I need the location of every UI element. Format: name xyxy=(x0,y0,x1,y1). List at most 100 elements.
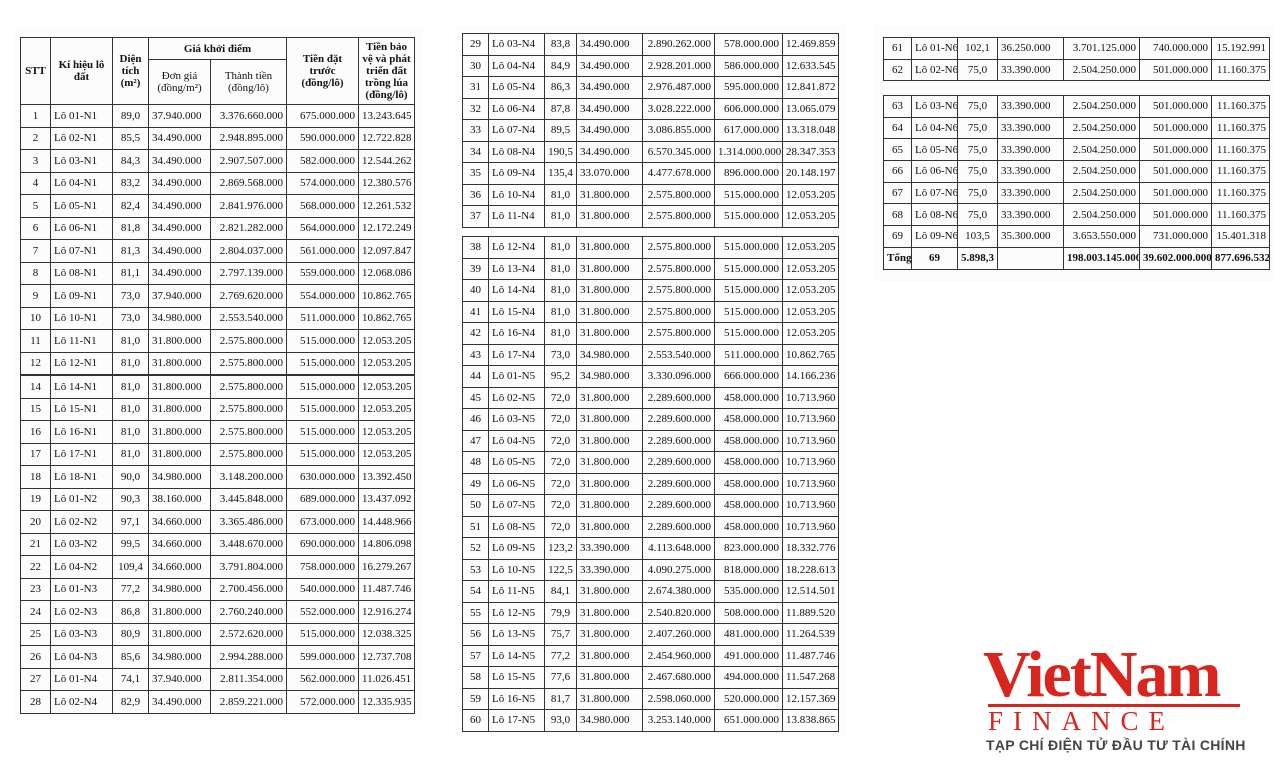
table-cell: 20.148.197 xyxy=(782,162,839,185)
table-cell: 34.660.000 xyxy=(148,510,211,534)
table-cell: 501.000.000 xyxy=(1139,203,1212,227)
table-cell: 12.737.708 xyxy=(358,645,415,669)
table-row: 18 Lô 18-N1 90,0 34.980.000 3.148.200.000 630… xyxy=(20,465,415,489)
table-cell: 32 xyxy=(462,97,489,120)
table-cell: Lô 06-N5 xyxy=(488,472,545,495)
table-cell: 99,5 xyxy=(112,532,149,556)
table-cell: 31.800.000 xyxy=(148,420,211,444)
table-cell: 2.553.540.000 xyxy=(642,343,715,366)
table-cell: 1.314.000.000 xyxy=(714,140,783,163)
table-cell: 501.000.000 xyxy=(1139,138,1212,162)
table-cell: 552.000.000 xyxy=(286,600,359,624)
table-cell: 481.000.000 xyxy=(714,623,783,646)
table-row: 30 Lô 04-N4 84,9 34.490.000 2.928.201.000 586… xyxy=(462,54,839,77)
table-cell: 75,0 xyxy=(957,116,998,140)
table-cell: 12.157.369 xyxy=(782,687,839,710)
table-cell: 34.490.000 xyxy=(148,239,211,263)
table-cell: 28.347.353 xyxy=(782,140,839,163)
table-cell: 51 xyxy=(462,515,489,538)
table-cell: 68 xyxy=(883,203,912,227)
table-cell: 2.575.800.000 xyxy=(210,442,287,466)
table-cell: 34.980.000 xyxy=(148,645,211,669)
table-row: 44 Lô 01-N5 95,2 34.980.000 3.330.096.000 666… xyxy=(462,365,839,388)
table-cell: 3.701.125.000 xyxy=(1063,37,1140,60)
table-cell: 10.713.960 xyxy=(782,472,839,495)
table-cell: 617.000.000 xyxy=(714,119,783,142)
header-cell: Tiền bảo vệ và phát triển đất trồng lúa … xyxy=(358,37,415,105)
table-cell: 89,0 xyxy=(112,104,149,128)
table-row: 23 Lô 01-N3 77,2 34.980.000 2.700.456.000 540… xyxy=(20,577,415,601)
table-cell: 2.575.800.000 xyxy=(642,236,715,259)
table-cell: 31.800.000 xyxy=(576,322,643,345)
table-cell: 81,8 xyxy=(112,216,149,240)
table-cell: 95,2 xyxy=(544,365,577,388)
table-cell: 16.279.267 xyxy=(358,555,415,579)
table-cell: 31.800.000 xyxy=(576,494,643,517)
table-cell: 13.243.645 xyxy=(358,104,415,128)
table-cell: 511.000.000 xyxy=(714,343,783,366)
table-cell: 3.330.096.000 xyxy=(642,365,715,388)
table-cell: 33.390.000 xyxy=(997,95,1064,118)
table-cell: Lô 17-N5 xyxy=(488,709,545,732)
table-cell: 877.696.532 xyxy=(1211,246,1270,270)
table-cell: Lô 08-N6 xyxy=(911,203,958,227)
table-cell: 3.376.660.000 xyxy=(210,104,287,128)
table-cell: 515.000.000 xyxy=(286,397,359,421)
table-row: 25 Lô 03-N3 80,9 31.800.000 2.572.620.000 515… xyxy=(20,622,415,646)
table-cell: 5.898,3 xyxy=(957,246,998,270)
table-cell: 34.490.000 xyxy=(148,690,211,714)
table-cell: 582.000.000 xyxy=(286,149,359,173)
table-cell: 83,2 xyxy=(112,171,149,195)
table-cell: 67 xyxy=(883,181,912,205)
table-cell: 33.390.000 xyxy=(576,558,643,581)
table-cell: 21 xyxy=(20,532,51,556)
table-cell: 12.722.828 xyxy=(358,126,415,150)
table-cell: 599.000.000 xyxy=(286,645,359,669)
table-cell: 37 xyxy=(462,205,489,228)
table-cell: 8 xyxy=(20,261,51,285)
table-cell: 81,0 xyxy=(112,420,149,444)
table-cell: 31.800.000 xyxy=(576,472,643,495)
table-cell: 3.445.848.000 xyxy=(210,487,287,511)
table-cell: 97,1 xyxy=(112,510,149,534)
table-cell: 75,7 xyxy=(544,623,577,646)
table-cell: Lô 07-N6 xyxy=(911,181,958,205)
table-cell: 13.065.079 xyxy=(782,97,839,120)
table-cell: 2.575.800.000 xyxy=(642,183,715,206)
table-cell xyxy=(997,246,1064,270)
table-cell: Lô 13-N4 xyxy=(488,257,545,280)
table-cell: 6.570.345.000 xyxy=(642,140,715,163)
table-cell: 84,1 xyxy=(544,580,577,603)
table-cell: Lô 18-N1 xyxy=(50,465,113,489)
table-row: 35 Lô 09-N4 135,4 33.070.000 4.477.678.000 89… xyxy=(462,162,839,185)
table-cell: 31.800.000 xyxy=(576,666,643,689)
table-row: 48 Lô 05-N5 72,0 31.800.000 2.289.600.000 458… xyxy=(462,451,839,474)
table-cell: 12.053.205 xyxy=(782,322,839,345)
table-row: 24 Lô 02-N3 86,8 31.800.000 2.760.240.000 552… xyxy=(20,600,415,624)
table-cell: 31.800.000 xyxy=(576,623,643,646)
table-cell: 12.053.205 xyxy=(782,205,839,228)
table-cell: 10.713.960 xyxy=(782,451,839,474)
table-row: 52 Lô 09-N5 123,2 33.390.000 4.113.648.000 82… xyxy=(462,537,839,560)
table-row: 15 Lô 15-N1 81,0 31.800.000 2.575.800.000 515… xyxy=(20,397,415,421)
table-cell: 2.575.800.000 xyxy=(210,375,287,399)
table-cell: 49 xyxy=(462,472,489,495)
table-row: 64 Lô 04-N6 75,0 33.390.000 2.504.250.000 501… xyxy=(883,116,1270,140)
table-cell: 81,0 xyxy=(112,442,149,466)
table-cell: 12.633.545 xyxy=(782,54,839,77)
table-cell: 3.028.222.000 xyxy=(642,97,715,120)
table-cell: 2.907.507.000 xyxy=(210,149,287,173)
table-cell: 606.000.000 xyxy=(714,97,783,120)
table-cell: 31.800.000 xyxy=(148,622,211,646)
table-cell: 93,0 xyxy=(544,709,577,732)
table-cell: Lô 11-N5 xyxy=(488,580,545,603)
table-cell: Lô 03-N1 xyxy=(50,149,113,173)
table-cell: 515.000.000 xyxy=(714,300,783,323)
table-cell: 2.504.250.000 xyxy=(1063,58,1140,81)
table-cell: 73,0 xyxy=(112,306,149,330)
table-cell: 2.289.600.000 xyxy=(642,472,715,495)
table-cell: 103,5 xyxy=(957,225,998,248)
table-cell: 59 xyxy=(462,687,489,710)
table-cell: 81,1 xyxy=(112,261,149,285)
